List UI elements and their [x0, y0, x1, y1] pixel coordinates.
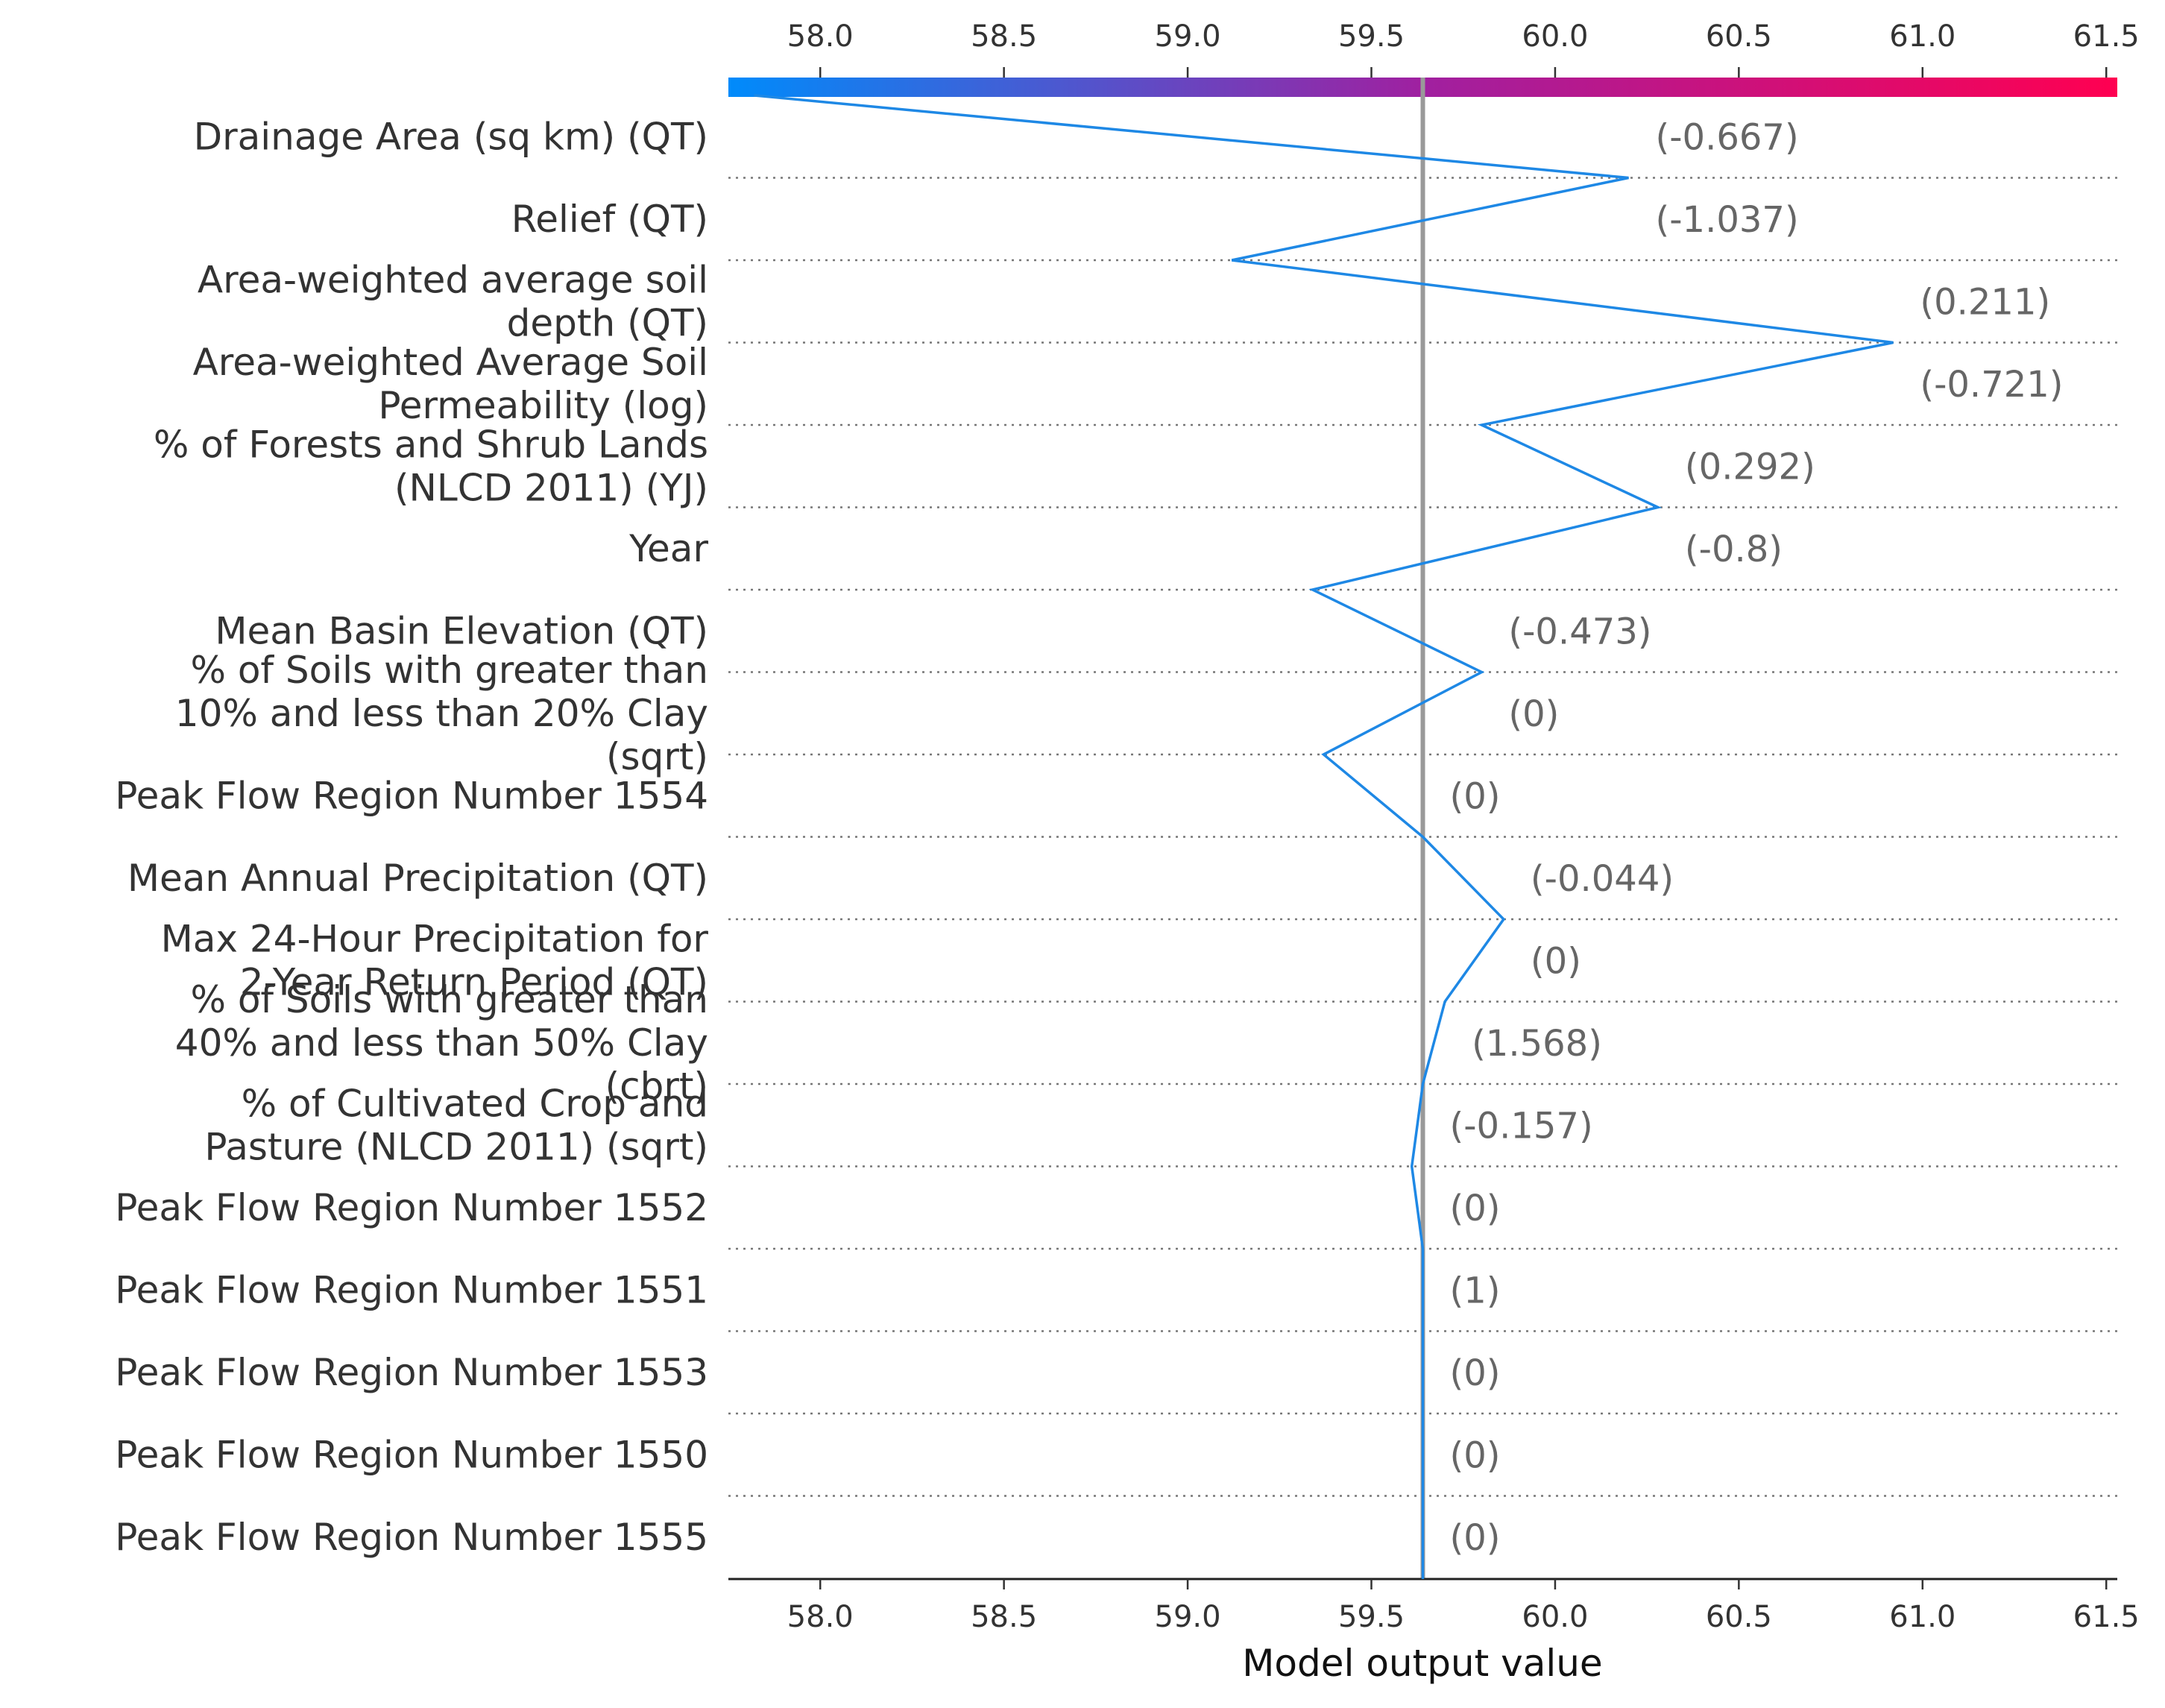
feature-label: % of Forests and Shrub Lands (NLCD 2011) … — [154, 423, 708, 509]
feature-label: Peak Flow Region Number 1554 — [115, 774, 708, 817]
feature-label: Peak Flow Region Number 1555 — [115, 1516, 708, 1559]
feature-label: Peak Flow Region Number 1550 — [115, 1433, 708, 1476]
feature-label: Year — [628, 527, 708, 570]
top-tick-label: 58.0 — [787, 19, 854, 54]
x-tick-label: 60.0 — [1522, 1600, 1588, 1634]
top-tick-label: 60.0 — [1522, 19, 1588, 54]
feature-label: % of Soils with greater than 10% and less… — [175, 649, 708, 778]
top-tick-label: 60.5 — [1706, 19, 1772, 54]
feature-value-label: (0) — [1450, 775, 1501, 817]
top-axis-ticks: 58.0 58.5 59.0 59.5 60.0 60.5 61.0 61.5 — [787, 19, 2140, 78]
feature-label: % of Soils with greater than 40% and less… — [175, 978, 708, 1108]
feature-value-label: (-0.721) — [1920, 364, 2063, 406]
x-tick-label: 59.5 — [1338, 1600, 1405, 1634]
top-tick-label: 61.5 — [2073, 19, 2140, 54]
feature-value-label: (0) — [1450, 1434, 1501, 1476]
feature-label: Mean Basin Elevation (QT) — [215, 609, 708, 652]
feature-value-label: (0.211) — [1920, 281, 2050, 323]
feature-label: Area-weighted Average Soil Permeability (… — [193, 341, 708, 427]
x-tick-label: 58.5 — [971, 1600, 1037, 1634]
feature-label: Peak Flow Region Number 1552 — [115, 1186, 708, 1229]
feature-value-label: (-0.044) — [1531, 858, 1674, 900]
feature-labels: Drainage Area (sq km) (QT) Relief (QT) Are… — [115, 115, 708, 1559]
feature-label: % of Cultivated Crop and Pasture (NLCD 20… — [204, 1082, 708, 1168]
x-tick-label: 58.0 — [787, 1600, 854, 1634]
bottom-axis: 58.0 58.5 59.0 59.5 60.0 60.5 61.0 61.5 — [728, 1578, 2140, 1634]
feature-value-label: (0) — [1450, 1188, 1501, 1229]
feature-value-label: (0) — [1531, 940, 1581, 982]
feature-value-label: (0) — [1450, 1352, 1501, 1394]
feature-label: Peak Flow Region Number 1551 — [115, 1268, 708, 1311]
x-tick-label: 61.0 — [1889, 1600, 1956, 1634]
feature-value-label: (1) — [1450, 1270, 1501, 1311]
feature-label: Peak Flow Region Number 1553 — [115, 1351, 708, 1394]
top-tick-label: 59.0 — [1155, 19, 1221, 54]
x-tick-label: 60.5 — [1706, 1600, 1772, 1634]
feature-value-label: (-0.473) — [1508, 611, 1651, 652]
decision-path-line — [754, 94, 1894, 1579]
feature-value-label: (-0.667) — [1656, 116, 1799, 158]
feature-value-labels: (-0.667) (-1.037) (0.211) (-0.721) (0.292) (-… — [1450, 116, 2064, 1559]
top-tick-label: 61.0 — [1889, 19, 1956, 54]
feature-label: Max 24-Hour Precipitation for 2-Year Retu… — [161, 917, 709, 1003]
feature-value-label: (1.568) — [1472, 1023, 1602, 1065]
feature-value-label: (0) — [1508, 693, 1559, 735]
feature-value-label: (0.292) — [1685, 446, 1815, 488]
top-tick-label: 59.5 — [1338, 19, 1405, 54]
feature-label: Drainage Area (sq km) (QT) — [194, 115, 708, 158]
feature-label: Mean Annual Precipitation (QT) — [127, 857, 708, 900]
x-tick-label: 59.0 — [1155, 1600, 1221, 1634]
feature-label: Area-weighted average soil depth (QT) — [198, 258, 708, 344]
top-tick-label: 58.5 — [971, 19, 1037, 54]
feature-value-label: (-0.8) — [1685, 529, 1783, 570]
feature-label: Relief (QT) — [511, 198, 708, 241]
feature-value-label: (0) — [1450, 1517, 1501, 1559]
x-tick-label: 61.5 — [2073, 1600, 2140, 1634]
feature-value-label: (-1.037) — [1656, 199, 1799, 241]
x-axis-title: Model output value — [1242, 1642, 1602, 1685]
feature-value-label: (-0.157) — [1450, 1105, 1593, 1147]
